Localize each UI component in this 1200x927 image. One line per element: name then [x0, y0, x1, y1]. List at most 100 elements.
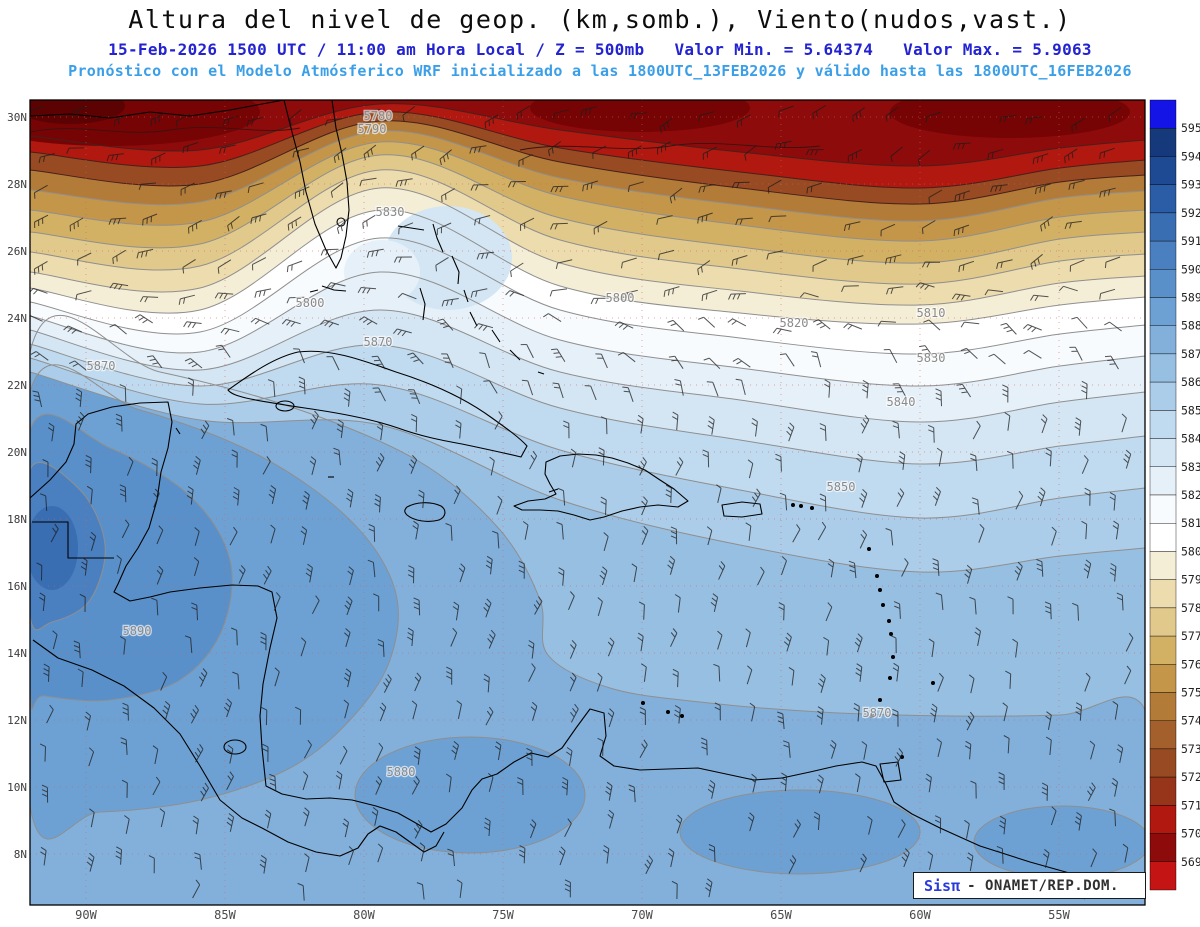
svg-text:5890: 5890: [123, 624, 152, 638]
colorbar-tick-label: 5740: [1181, 714, 1200, 728]
lat-tick-label: 24N: [7, 312, 27, 325]
svg-text:5840: 5840: [887, 395, 916, 409]
lat-tick-label: 26N: [7, 245, 27, 258]
map-title: Altura del nivel de geop. (km,somb.), Vi…: [128, 5, 1072, 34]
small-islands: [641, 503, 935, 759]
lat-tick-label: 14N: [7, 647, 27, 660]
colorbar-swatch: [1149, 523, 1177, 552]
colorbar-tick-label: 5690: [1181, 855, 1200, 869]
colorbar-swatch: [1149, 861, 1177, 891]
colorbar-swatch: [1149, 805, 1177, 834]
colorbar-tick-label: 5730: [1181, 742, 1200, 756]
colorbar-swatch: [1149, 240, 1177, 270]
lon-tick-label: 60W: [909, 908, 931, 922]
colorbar-tick-label: 5840: [1181, 432, 1200, 446]
colorbar-swatch: [1149, 579, 1177, 608]
header: Altura del nivel de geop. (km,somb.), Vi…: [0, 0, 1200, 80]
colorbar-swatch: [1149, 99, 1177, 129]
coastlines: [30, 100, 1145, 894]
lat-tick-label: 22N: [7, 379, 27, 392]
model-info-line: Pronóstico con el Modelo Atmósferico WRF…: [68, 62, 1132, 80]
lon-tick-label: 55W: [1048, 908, 1070, 922]
lat-tick-label: 10N: [7, 781, 27, 794]
attribution-box: Sisπ - ONAMET/REP.DOM.: [913, 872, 1146, 899]
colorbar-swatch: [1149, 664, 1177, 693]
lon-tick-label: 75W: [492, 908, 514, 922]
colorbar-tick-label: 5710: [1181, 798, 1200, 812]
map-frame: [29, 99, 1146, 906]
lat-tick-label: 12N: [7, 714, 27, 727]
colorbar-swatch: [1149, 156, 1177, 185]
colorbar-swatch: [1149, 184, 1177, 214]
colorbar-tick-label: 5870: [1181, 347, 1200, 361]
colorbar-swatch: [1149, 607, 1177, 637]
colorbar-tick-label: 5790: [1181, 573, 1200, 587]
colorbar-tick-label: 5830: [1181, 460, 1200, 474]
colorbar-swatch: [1149, 551, 1177, 580]
lat-tick-label: 20N: [7, 446, 27, 459]
colorbar-swatch: [1149, 748, 1177, 778]
svg-text:5880: 5880: [387, 765, 416, 779]
map-subtitle: 15-Feb-2026 1500 UTC / 11:00 am Hora Loc…: [0, 40, 1200, 59]
svg-text:5800: 5800: [296, 296, 325, 310]
colorbar-swatch: [1149, 212, 1177, 242]
svg-text:5800: 5800: [606, 291, 635, 305]
colorbar-tick-label: 5930: [1181, 178, 1200, 192]
colorbar-tick-label: 5850: [1181, 403, 1200, 417]
lon-tick-label: 80W: [353, 908, 375, 922]
svg-text:5810: 5810: [917, 306, 946, 320]
lon-tick-label: 90W: [75, 908, 97, 922]
colorbar-swatch: [1149, 269, 1177, 298]
colorbar-tick-label: 5800: [1181, 544, 1200, 558]
lon-tick-label: 65W: [770, 908, 792, 922]
colorbar-swatch: [1149, 297, 1177, 326]
lat-tick-label: 16N: [7, 580, 27, 593]
colorbar-swatch: [1149, 720, 1177, 750]
colorbar-swatch: [1149, 833, 1177, 862]
attribution-text: - ONAMET/REP.DOM.: [967, 877, 1119, 894]
colorbar-tick-label: 5890: [1181, 291, 1200, 305]
colorbar-swatch: [1149, 635, 1177, 665]
svg-text:5870: 5870: [364, 335, 393, 349]
wind-barbs: [30, 105, 1134, 901]
colorbar-tick-label: 5940: [1181, 149, 1200, 163]
colorbar-tick-label: 5900: [1181, 262, 1200, 276]
colorbar-tick-label: 5810: [1181, 516, 1200, 530]
svg-text:5780: 5780: [364, 109, 393, 123]
svg-text:5870: 5870: [87, 359, 116, 373]
colorbar-swatch: [1149, 353, 1177, 383]
lat-tick-label: 8N: [14, 848, 27, 861]
colorbar-tick-label: 5700: [1181, 827, 1200, 841]
colorbar-tick-label: 5780: [1181, 601, 1200, 615]
svg-text:5850: 5850: [827, 480, 856, 494]
svg-text:5830: 5830: [917, 351, 946, 365]
lat-tick-label: 30N: [7, 111, 27, 124]
colorbar-tick-label: 5820: [1181, 488, 1200, 502]
axis-labels: 30N 28N 26N 24N 22N 20N 18N 16N 14N 12N 10N 8N 90W 85…: [7, 111, 1070, 922]
latlon-gridlines: [30, 100, 1145, 905]
svg-text:5830: 5830: [376, 205, 405, 219]
colorbar-tick-label: 5950: [1181, 121, 1200, 135]
colorbar-tick-label: 5760: [1181, 657, 1200, 671]
value-min-text: Valor Min. = 5.64374: [674, 40, 874, 59]
colorbar-swatch: [1149, 127, 1177, 157]
colorbar-tick-label: 5720: [1181, 770, 1200, 784]
svg-text:5790: 5790: [358, 122, 387, 136]
colorbar-tick-label: 5750: [1181, 686, 1200, 700]
colorbar-tick-label: 5880: [1181, 319, 1200, 333]
colorbar-tick-label: 5770: [1181, 629, 1200, 643]
svg-text:5820: 5820: [780, 316, 809, 330]
lat-tick-label: 18N: [7, 513, 27, 526]
lat-tick-label: 28N: [7, 178, 27, 191]
colorbar-swatch: [1149, 466, 1177, 496]
lon-tick-label: 85W: [214, 908, 236, 922]
colorbar-tick-label: 5860: [1181, 375, 1200, 389]
colorbar-swatch: [1149, 776, 1177, 806]
colorbar-swatch: [1149, 438, 1177, 468]
lon-tick-label: 70W: [631, 908, 653, 922]
colorbar: 5950 5940 5930 5920 5910 5900 5890 5880 5870 5860…: [1149, 99, 1200, 891]
